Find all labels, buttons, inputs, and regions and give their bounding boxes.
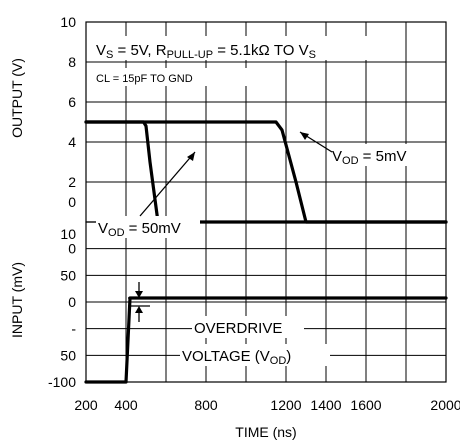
trace-output-0 [84, 120, 448, 224]
vod-50mv-pointer [139, 151, 196, 217]
y-tick-input: 10 [60, 226, 76, 242]
y-tick-input: 50 [60, 347, 76, 363]
y-axis-label-output: OUTPUT (V) [9, 58, 25, 138]
trace-input-0 [84, 296, 448, 384]
overdrive-label-line2: VOLTAGE (VOD) [182, 348, 291, 367]
vod-5mv-arrowhead [300, 132, 309, 140]
overdrive-arrow-down-head [135, 291, 143, 298]
y-tick-output: 4 [68, 134, 76, 150]
x-tick: 800 [194, 397, 218, 413]
y-tick-input: 0 [68, 294, 76, 310]
y-tick-input: - [71, 321, 76, 337]
traces [84, 120, 448, 384]
y-tick-output: 10 [60, 14, 76, 30]
trace-output-1 [84, 120, 448, 224]
x-tick: 1600 [350, 397, 381, 413]
y-tick-input: 0 [68, 241, 76, 257]
x-tick: 400 [114, 397, 138, 413]
y-tick-output: 2 [68, 174, 76, 190]
x-tick: 1400 [310, 397, 341, 413]
x-tick: 200 [74, 397, 98, 413]
overdrive-label-line1: OVERDRIVE [194, 320, 282, 337]
x-axis-label: TIME (ns) [235, 424, 296, 440]
x-tick: 2000 [430, 397, 460, 413]
y-tick-output: 0 [68, 194, 76, 210]
y-axis-label-input: INPUT (mV) [9, 262, 25, 338]
y-tick-output: 6 [68, 94, 76, 110]
title-line-2: CL = 15pF TO GND [96, 73, 193, 85]
x-tick: 1200 [270, 397, 301, 413]
y-tick-output: 8 [68, 54, 76, 70]
overdrive-arrow-up-head [135, 306, 143, 313]
vod-50mv-arrowhead [187, 152, 195, 161]
y-tick-input: -100 [48, 374, 76, 390]
title-line-1: VS = 5V, RPULL-UP = 5.1kΩ TO VS [96, 42, 316, 61]
y-tick-input: 50 [60, 267, 76, 283]
